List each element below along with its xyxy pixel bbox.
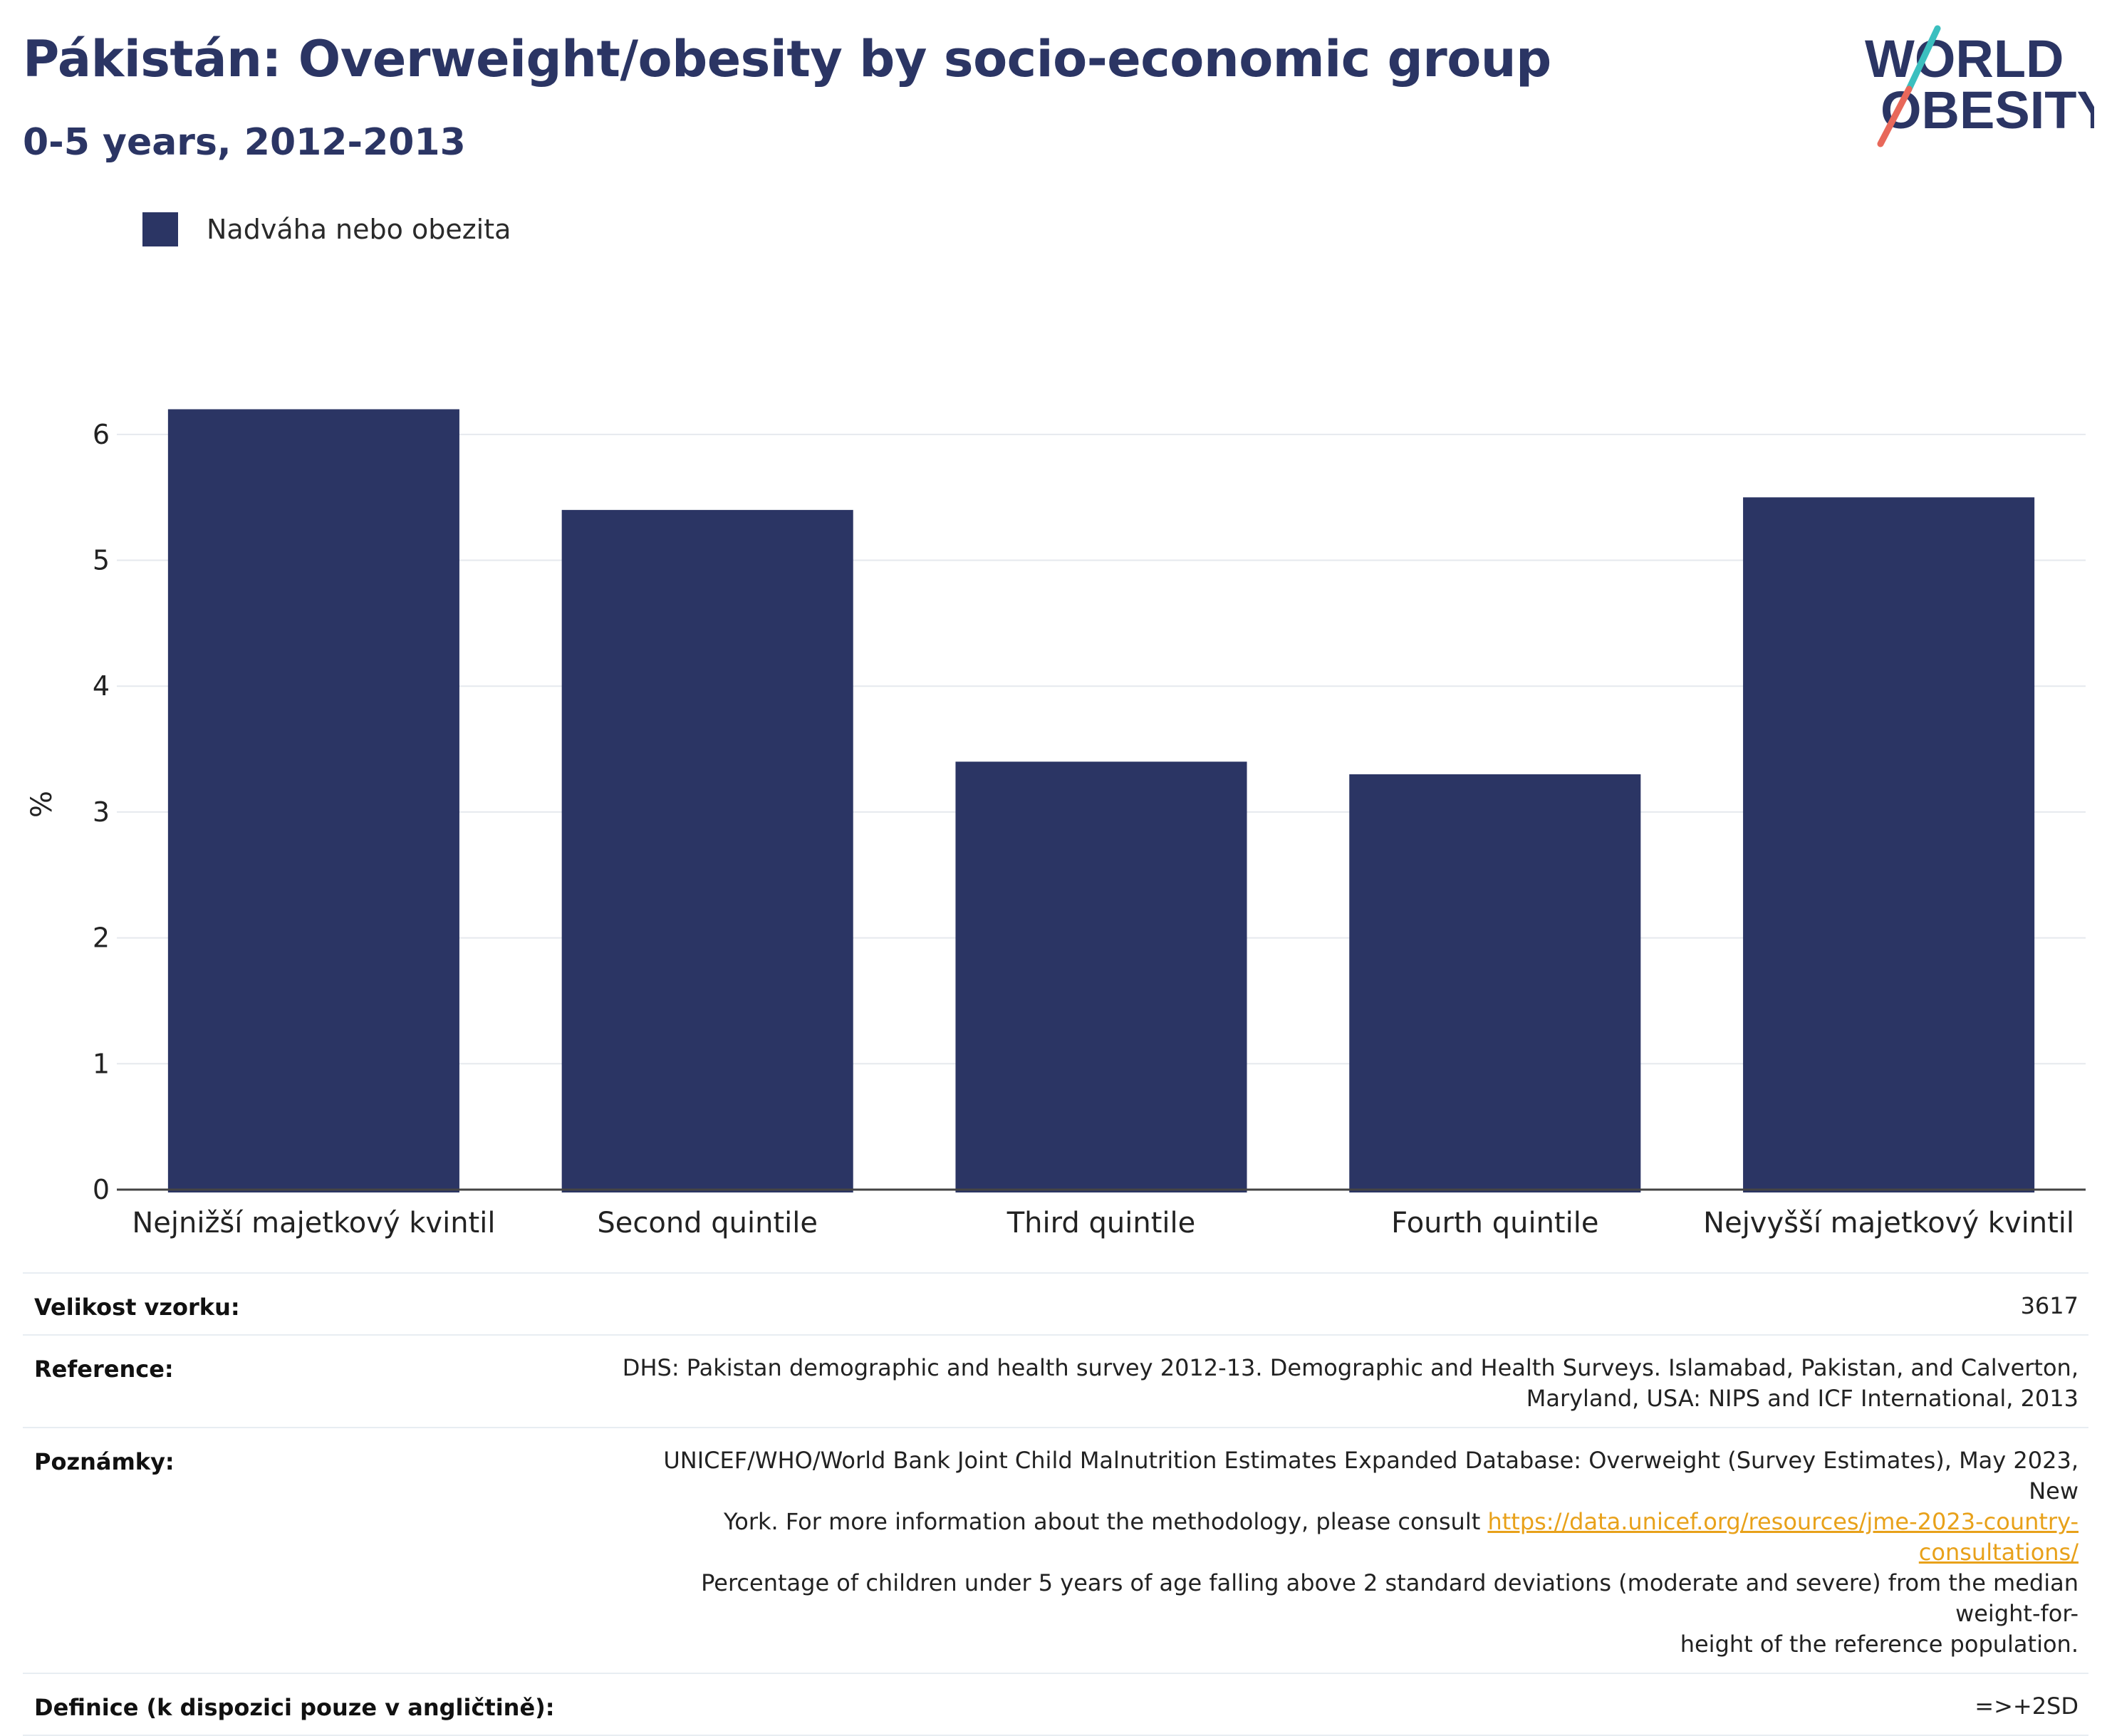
reference-label: Reference: bbox=[34, 1356, 174, 1383]
reference-line-1: DHS: Pakistan demographic and health sur… bbox=[622, 1354, 2079, 1381]
notes-row: Poznámky: UNICEF/WHO/World Bank Joint Ch… bbox=[23, 1428, 2088, 1674]
y-tick-label: 6 bbox=[93, 419, 110, 450]
reference-row: Reference: DHS: Pakistan demographic and… bbox=[23, 1336, 2088, 1428]
legend[interactable]: Nadváha nebo obezita bbox=[142, 211, 511, 248]
bar bbox=[1349, 774, 1641, 1192]
bar bbox=[955, 762, 1247, 1192]
chart-subtitle: 0-5 years, 2012-2013 bbox=[23, 121, 466, 164]
x-tick-label: Nejnižší majetkový kvintil bbox=[132, 1207, 495, 1239]
legend-label: Nadváha nebo obezita bbox=[207, 214, 511, 245]
legend-swatch bbox=[142, 212, 178, 246]
y-axis-title: % bbox=[26, 791, 58, 818]
notes-value: UNICEF/WHO/World Bank Joint Child Malnut… bbox=[611, 1445, 2079, 1660]
logo-slash-top bbox=[1905, 25, 1941, 93]
notes-label: Poznámky: bbox=[34, 1448, 175, 1475]
sample-size-row: Velikost vzorku: 3617 bbox=[23, 1274, 2088, 1336]
methodology-link[interactable]: https://data.unicef.org/resources/jme-20… bbox=[1487, 1508, 2079, 1566]
bar bbox=[1743, 497, 2035, 1192]
x-tick-label: Second quintile bbox=[597, 1207, 818, 1239]
y-tick-label: 4 bbox=[93, 670, 110, 702]
y-tick-label: 2 bbox=[93, 922, 110, 954]
world-obesity-logo: WORLD OBESITY bbox=[1865, 25, 2094, 147]
definition-label: Definice (k dispozici pouze v angličtině… bbox=[34, 1694, 555, 1721]
x-tick-label: Third quintile bbox=[1006, 1207, 1195, 1239]
reference-value: DHS: Pakistan demographic and health sur… bbox=[623, 1353, 2079, 1414]
info-table: Velikost vzorku: 3617 Reference: DHS: Pa… bbox=[23, 1272, 2088, 1736]
notes-line-2: York. For more information about the met… bbox=[723, 1508, 1488, 1535]
bar-chart: 0 1 2 3 4 5 6% Nejnižší majetkový kvintil Second… bbox=[26, 409, 2086, 1239]
notes-line-3: Percentage of children under 5 years of … bbox=[701, 1569, 2079, 1627]
y-tick-label: 5 bbox=[93, 545, 110, 576]
y-tick-label: 1 bbox=[93, 1048, 110, 1079]
sample-size-value: 3617 bbox=[2020, 1292, 2079, 1319]
notes-line-4: height of the reference population. bbox=[1680, 1631, 2079, 1658]
reference-line-2: Maryland, USA: NIPS and ICF Internationa… bbox=[1526, 1385, 2079, 1412]
y-tick-label: 0 bbox=[93, 1174, 110, 1205]
definition-value: =>+2SD bbox=[1975, 1693, 2079, 1720]
definition-row: Definice (k dispozici pouze v angličtině… bbox=[23, 1674, 2088, 1736]
x-tick-label: Fourth quintile bbox=[1391, 1207, 1598, 1239]
logo-line1: WORLD bbox=[1865, 29, 2064, 88]
notes-line-1: UNICEF/WHO/World Bank Joint Child Malnut… bbox=[663, 1447, 2079, 1504]
bar bbox=[167, 409, 459, 1193]
bar bbox=[561, 509, 853, 1192]
x-tick-label: Nejvyšší majetkový kvintil bbox=[1703, 1207, 2074, 1239]
y-tick-label: 3 bbox=[93, 796, 110, 828]
logo-slash-bottom bbox=[1877, 85, 1913, 147]
chart-title: Pákistán: Overweight/obesity by socio-ec… bbox=[23, 30, 1551, 88]
logo-line2: OBESITY bbox=[1880, 80, 2094, 140]
sample-size-label: Velikost vzorku: bbox=[34, 1294, 240, 1321]
